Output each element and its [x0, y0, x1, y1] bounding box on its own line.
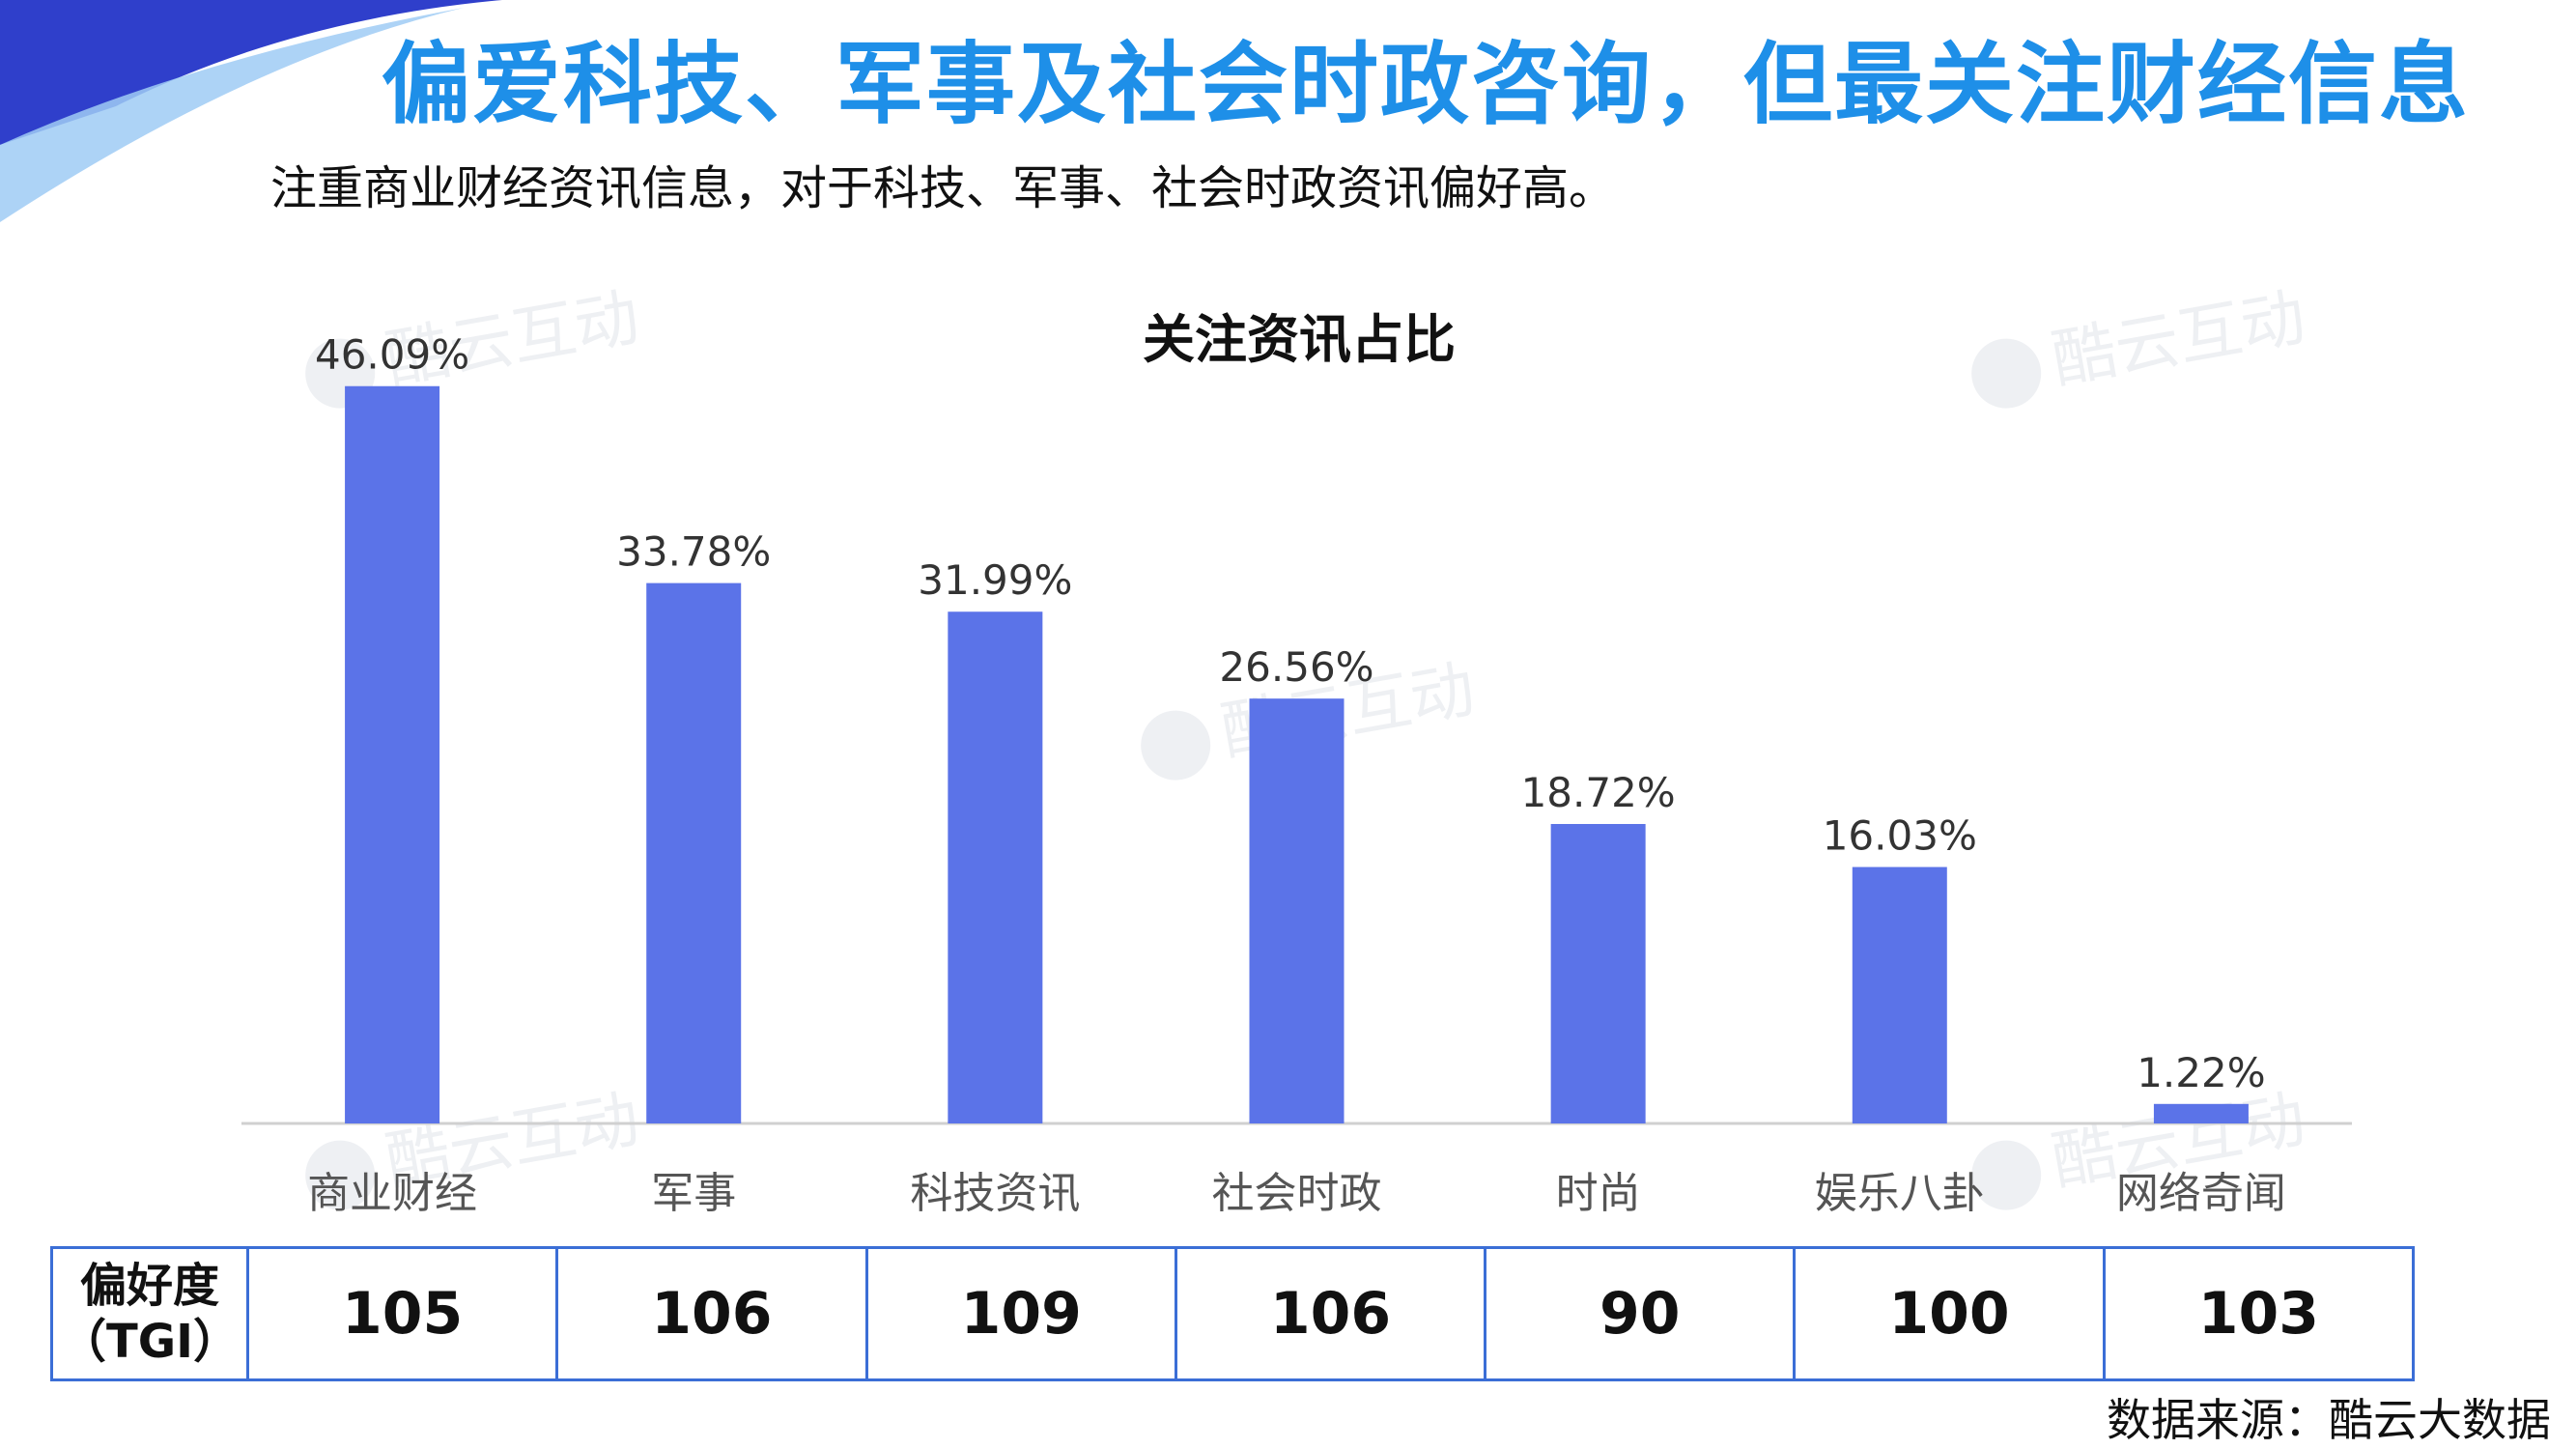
tgi-header-line1: 偏好度 [79, 1259, 219, 1313]
bar [2153, 1103, 2249, 1123]
corner-swoosh-light [0, 8, 464, 222]
bar-value-label: 1.22% [2137, 1049, 2265, 1096]
category-label: 科技资讯 [910, 1169, 1080, 1218]
tgi-table: 偏好度 （TGI） 105 106 109 106 90 100 103 [50, 1246, 2416, 1381]
bar-value-label: 31.99% [918, 556, 1072, 604]
page-title: 偏爱科技、军事及社会时政咨询，但最关注财经信息 [382, 33, 2471, 136]
tgi-value-cell: 106 [555, 1246, 868, 1381]
chart-title: 关注资讯占比 [1143, 309, 1456, 370]
corner-swoosh-dark [0, 0, 502, 145]
bar-value-label: 26.56% [1219, 643, 1373, 691]
bar [1550, 823, 1646, 1123]
tgi-value-cell: 105 [245, 1246, 559, 1381]
corner-decoration [0, 0, 502, 222]
category-label: 商业财经 [307, 1169, 477, 1218]
bar [345, 385, 440, 1123]
bar-chart: 关注资讯占比 46.09% 商业财经 33.78% 军事 31.99% 科技资讯 26.56… [241, 309, 2352, 1218]
bar [646, 582, 742, 1123]
category-label: 网络奇闻 [2116, 1169, 2286, 1218]
bar-value-label: 16.03% [1823, 812, 1977, 860]
tgi-value-cell: 109 [864, 1246, 1177, 1381]
bars-group: 46.09% 商业财经 33.78% 军事 31.99% 科技资讯 26.56% 社会时政 18… [307, 331, 2286, 1218]
bar [948, 611, 1043, 1123]
bar-value-label: 18.72% [1521, 769, 1676, 816]
category-label: 娱乐八卦 [1815, 1169, 1985, 1218]
bar-value-label: 33.78% [616, 528, 771, 576]
page-subtitle: 注重商业财经资讯信息，对于科技、军事、社会时政资讯偏好高。 [270, 161, 1616, 215]
bar-value-label: 46.09% [315, 331, 469, 379]
category-label: 时尚 [1556, 1169, 1641, 1218]
table-row: 偏好度 （TGI） 105 106 109 106 90 100 103 [50, 1246, 2416, 1381]
tgi-value-cell: 100 [1793, 1246, 2106, 1381]
category-label: 军事 [651, 1169, 736, 1218]
tgi-value-cell: 90 [1484, 1246, 1797, 1381]
tgi-header-cell: 偏好度 （TGI） [50, 1246, 249, 1381]
bar [1852, 867, 1947, 1123]
tgi-value-cell: 103 [2102, 1246, 2416, 1381]
tgi-header-line2: （TGI） [59, 1315, 240, 1369]
bar [1249, 698, 1345, 1123]
data-source: 数据来源：酷云大数据 [2107, 1394, 2551, 1446]
tgi-value-cell: 106 [1174, 1246, 1487, 1381]
category-label: 社会时政 [1212, 1169, 1382, 1218]
